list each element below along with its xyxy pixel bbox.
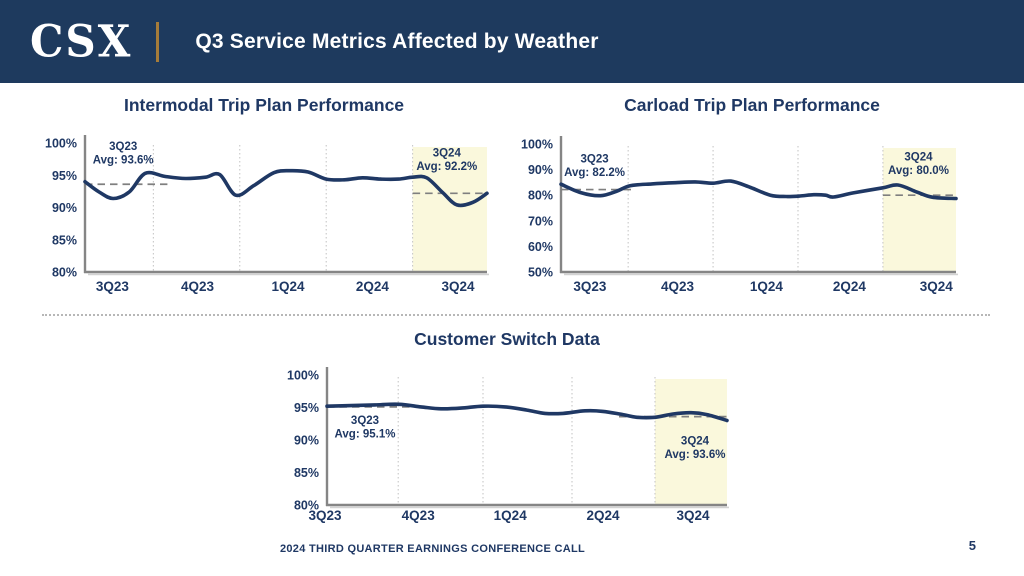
carload-chart-panel: Carload Trip Plan Performance 100% 90% 80%… [508,94,996,300]
y-tick-label: 90% [528,163,553,177]
y-tick-label: 70% [528,214,553,228]
y-tick-label: 95% [52,169,77,183]
carload-chart: 100% 90% 80% 70% 60% 50% 3Q23 4Q23 1Q24 2Q24 3Q24 3… [521,136,958,294]
x-tick-label: 2Q24 [833,279,867,294]
x-tick-label: 1Q24 [750,279,784,294]
y-tick-label: 90% [52,201,77,215]
intermodal-chart-panel: Intermodal Trip Plan Performance 100% 95%… [28,94,500,300]
section-divider [42,314,990,316]
intermodal-chart-title: Intermodal Trip Plan Performance [123,95,405,115]
x-tick-label: 4Q23 [661,279,695,294]
avg-annotation: 3Q23 Avg: 82.2% [564,153,625,179]
y-tick-label: 85% [52,233,77,247]
y-tick-label: 95% [294,401,319,415]
avg-annotation: 3Q24 Avg: 80.0% [888,151,949,177]
page-number: 5 [968,538,976,553]
y-tick-label: 80% [528,189,553,203]
x-tick-label: 3Q23 [308,508,342,523]
quarter-highlight [412,147,487,272]
x-tick-label: 2Q24 [356,279,390,294]
x-tick-label: 1Q24 [494,508,528,523]
trend-line [559,179,958,201]
trend-line [325,402,729,423]
gold-divider [156,21,160,62]
x-tick-label: 3Q24 [676,508,710,523]
x-tick-label: 3Q23 [96,279,130,294]
customer-switch-chart: 100% 95% 90% 85% 80%3Q23 4Q23 1Q24 2Q24 3Q24 3Q23… [287,367,729,523]
y-tick-label: 80% [52,266,77,280]
y-tick-label: 80% [294,499,319,513]
avg-annotation: 3Q24 Avg: 92.2% [416,148,477,174]
avg-annotation: 3Q23 Avg: 95.1% [335,415,396,441]
x-tick-label: 2Q24 [586,508,620,523]
x-tick-label: 3Q24 [920,279,954,294]
trend-line [83,168,489,208]
y-tick-label: 50% [528,266,553,280]
avg-annotation: 3Q23 Avg: 93.6% [93,141,154,167]
intermodal-chart: 100% 95% 90% 85% 80% 3Q23 4Q23 1Q24 2Q24 3Q24 3Q23… [45,135,489,294]
x-tick-label: 4Q23 [181,279,215,294]
customer-switch-chart-title: Customer Switch Data [414,329,600,349]
y-tick-label: 100% [45,137,77,151]
quarter-highlight [655,379,727,505]
avg-annotation: 3Q24 Avg: 93.6% [665,436,726,462]
x-tick-label: 3Q24 [442,279,476,294]
y-tick-label: 60% [528,240,553,254]
footer-text: 2024 THIRD QUARTER EARNINGS CONFERENCE C… [279,543,586,555]
y-tick-label: 85% [294,466,319,480]
csx-logo: CSX [30,15,133,67]
x-tick-label: 3Q23 [573,279,607,294]
y-tick-label: 100% [521,138,553,152]
carload-chart-title: Carload Trip Plan Performance [624,95,880,115]
header-bar: CSX Q3 Service Metrics Affected by Weath… [0,0,1024,83]
x-tick-label: 1Q24 [271,279,305,294]
y-tick-label: 90% [294,434,319,448]
y-tick-label: 100% [287,369,319,383]
slide-title: Q3 Service Metrics Affected by Weather [195,29,599,53]
quarter-highlight [882,148,956,272]
x-tick-label: 4Q23 [402,508,436,523]
customer-switch-chart-panel: Customer Switch Data 100% 95% 90% 85% 80% 3Q2… [270,328,744,548]
